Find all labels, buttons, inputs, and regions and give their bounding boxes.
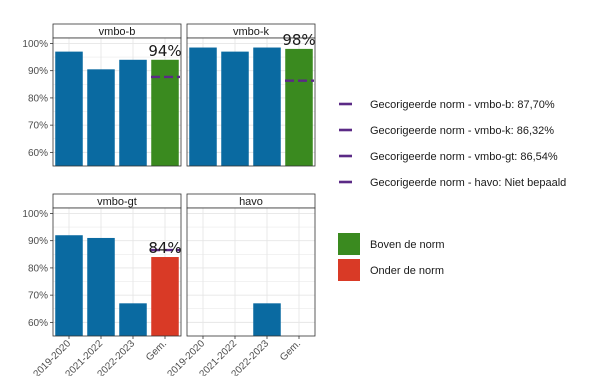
gem-value-label: 84%: [148, 239, 181, 257]
facet-panel: vmbo-gt84%60%70%80%90%100%2019-20202021-…: [22, 193, 182, 376]
gem-value-label: 94%: [148, 42, 181, 60]
y-tick-label: 70%: [28, 121, 48, 132]
facet-panel: vmbo-b 94% 60% 70% 80% 90% 100%: [22, 23, 182, 167]
legend-status-swatch: [338, 233, 360, 255]
legend-norm-label: Gecorigeerde norm - havo: Niet bepaald: [370, 177, 566, 189]
y-tick-label: 80%: [28, 93, 48, 104]
facet-title: vmbo-k: [233, 26, 270, 38]
panel-border: [52, 207, 182, 337]
bar: [189, 47, 217, 166]
facet-title: vmbo-b: [99, 26, 136, 38]
legend-status-label: Onder de norm: [370, 265, 444, 277]
y-tick-label: 100%: [22, 209, 48, 220]
bar: [87, 69, 115, 166]
bar: [119, 59, 147, 167]
bar: [151, 59, 179, 167]
legend-norm-label: Gecorigeerde norm - vmbo-b: 87,70%: [370, 99, 555, 111]
legend-status-label: Boven de norm: [370, 239, 445, 251]
y-tick-label: 60%: [28, 318, 48, 329]
y-tick-label: 90%: [28, 236, 48, 247]
y-tick-label: 80%: [28, 263, 48, 274]
y-tick-label: 100%: [22, 39, 48, 50]
bar: [253, 47, 281, 166]
y-tick-label: 70%: [28, 291, 48, 302]
legend-status-swatch: [338, 259, 360, 281]
facet-title: havo: [239, 196, 263, 208]
plot-area: [187, 208, 315, 336]
legend-norm-label: Gecorigeerde norm - vmbo-k: 86,32%: [370, 125, 554, 137]
legend: Gecorigeerde norm - vmbo-b: 87,70% Gecori…: [338, 99, 566, 281]
facet-title: vmbo-gt: [97, 196, 137, 208]
legend-norm-label: Gecorigeerde norm - vmbo-gt: 86,54%: [370, 151, 558, 163]
bar: [87, 237, 115, 336]
panel-border: [52, 37, 182, 167]
bar: [253, 303, 281, 336]
x-tick-label: Gem.: [144, 338, 169, 363]
panel-border: [186, 37, 316, 167]
panel-border: [186, 207, 316, 337]
y-tick-label: 90%: [28, 66, 48, 77]
facet-panel: vmbo-k 98%: [186, 23, 316, 167]
bar: [55, 235, 83, 336]
x-tick-label: Gem.: [278, 338, 303, 363]
bar: [55, 51, 83, 166]
bar: [221, 51, 249, 166]
gem-value-label: 98%: [282, 31, 315, 49]
bar: [285, 48, 313, 166]
bar: [119, 303, 147, 336]
bar: [151, 257, 179, 336]
y-tick-label: 60%: [28, 148, 48, 159]
